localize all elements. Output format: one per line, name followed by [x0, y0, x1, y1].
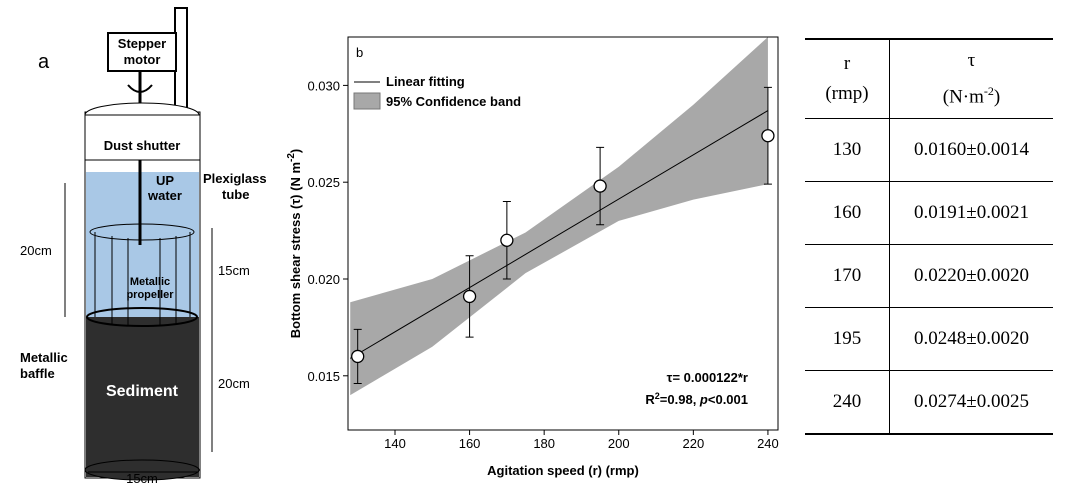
baffle-top: [89, 223, 195, 241]
baffle-label: baffle: [20, 366, 55, 381]
table-cell: 0.0274±0.0025: [889, 370, 1053, 435]
legend-label: Linear fitting: [386, 74, 465, 89]
rotation-arrow: [127, 84, 153, 93]
table-row: 160 0.0191±0.0021: [805, 181, 1053, 245]
y-tick-label: 0.015: [307, 369, 340, 384]
shutter: [84, 114, 201, 161]
y-axis-title: Bottom shear stress (τ) (N m-2): [286, 149, 303, 339]
data-point: [593, 179, 607, 193]
x-tick-label: 140: [384, 436, 406, 451]
tube-label: tube: [222, 187, 249, 202]
legend-swatch: [353, 92, 381, 110]
annotation-part: 2: [655, 391, 660, 401]
fit-line: [349, 110, 769, 359]
sediment-label: Sediment: [106, 383, 179, 400]
header-row: r (rmp) τ (N·m-2): [805, 39, 1053, 119]
propeller-label: propeller: [126, 289, 174, 301]
x-tick-label: 240: [757, 436, 779, 451]
data-point: [500, 233, 514, 247]
sediment-body: [86, 317, 199, 477]
panel-label: b: [356, 45, 363, 60]
annotation-part: p: [699, 392, 708, 407]
panel-label: a: [38, 51, 50, 73]
header-text: (N·m: [942, 86, 984, 108]
shutter-label: Dust shutter: [104, 138, 181, 153]
header-cell: r (rmp): [805, 39, 890, 119]
tube-label: Plexiglass: [203, 171, 267, 186]
apparatus-diagram: a Stepper motor Dust shutter UP water Pl…: [20, 7, 267, 485]
annotation-part: =0.98,: [660, 392, 700, 407]
dimension-label: 20cm: [218, 376, 250, 391]
table-row: 195 0.0248±0.0020: [805, 307, 1053, 371]
y-axis-title-part: ): [288, 149, 303, 153]
y-axis-title-part: -2: [286, 153, 297, 162]
water: [86, 172, 199, 317]
x-axis-title: Agitation speed (r) (rmp): [487, 463, 639, 478]
propeller-label: Metallic: [130, 276, 170, 288]
dimension-label: 15cm: [126, 471, 158, 485]
header-text: (rmp): [825, 83, 869, 104]
water-label: water: [147, 188, 182, 203]
dimension-lines: [64, 183, 213, 473]
table-cell: 240: [805, 370, 890, 435]
y-tick-label: 0.025: [307, 175, 340, 190]
y-tick-label: 0.020: [307, 272, 340, 287]
header-text: τ: [967, 49, 976, 71]
data-point: [351, 349, 365, 364]
chart: 0.015 0.020 0.025 0.030 140 160 180 200 220 240 Ag…: [286, 36, 779, 478]
dimension-label: 15cm: [218, 263, 250, 278]
annotation-part: <0.001: [708, 392, 748, 407]
table-cell: 0.0160±0.0014: [889, 118, 1053, 182]
table-row: 130 0.0160±0.0014: [805, 118, 1053, 182]
data-table: r (rmp) τ (N·m-2) 130 0.0160±0.0014 160 0.019…: [805, 38, 1053, 435]
water-label: UP: [156, 173, 174, 188]
table-cell: 0.0220±0.0020: [889, 244, 1053, 308]
table-row: 240 0.0274±0.0025: [805, 370, 1053, 435]
plot-frame: [347, 36, 779, 431]
data-point: [761, 129, 775, 143]
header-cell: τ (N·m-2): [889, 39, 1053, 119]
legend-label: 95% Confidence band: [386, 94, 521, 109]
confidence-band: [350, 37, 768, 396]
annotation: τ= 0.000122*r: [667, 370, 748, 385]
x-tick-label: 200: [608, 436, 630, 451]
table-cell: 195: [805, 307, 890, 371]
table-cell: 0.0191±0.0021: [889, 181, 1053, 245]
x-tick-label: 160: [459, 436, 481, 451]
table-cell: 0.0248±0.0020: [889, 307, 1053, 371]
y-axis-title-part: Bottom shear stress (τ) (N m: [288, 162, 303, 338]
table-cell: 160: [805, 181, 890, 245]
baffle-bars: [94, 232, 191, 326]
table-cell: 170: [805, 244, 890, 308]
motor-label: Stepper: [118, 36, 166, 51]
x-tick-label: 220: [682, 436, 704, 451]
tube-bottom: [84, 459, 200, 481]
baffle-label: Metallic: [20, 350, 68, 365]
annotation-part: R: [645, 392, 655, 407]
motor-box: [107, 32, 177, 72]
table-row: 170 0.0220±0.0020: [805, 244, 1053, 308]
annotation: R2=0.98, p<0.001: [645, 391, 748, 407]
data-point: [462, 289, 477, 304]
table-cell: 130: [805, 118, 890, 182]
header-text: -2: [983, 83, 994, 98]
header-text: r: [843, 53, 851, 74]
motor-label: motor: [124, 52, 161, 67]
baffle-bottom: [86, 307, 198, 327]
dimension-label: 20cm: [20, 243, 52, 258]
x-tick-label: 180: [533, 436, 555, 451]
y-tick-label: 0.030: [307, 78, 340, 93]
header-text: ): [993, 86, 1001, 108]
